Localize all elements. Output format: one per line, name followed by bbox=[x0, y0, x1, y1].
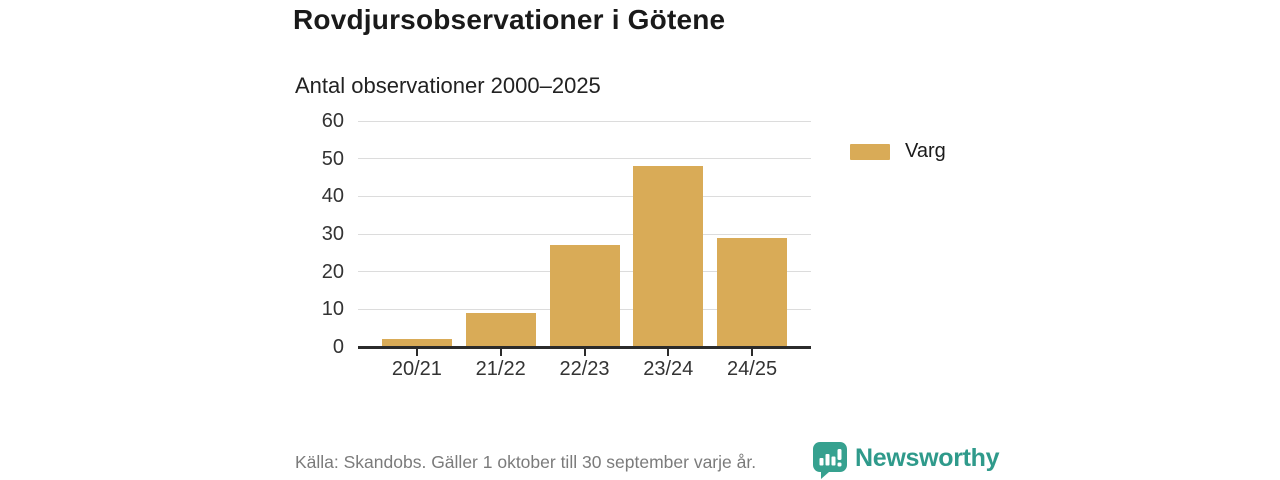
x-axis-tick bbox=[751, 348, 754, 356]
y-axis-tick-label: 40 bbox=[321, 185, 344, 208]
chart-subtitle: Antal observationer 2000–2025 bbox=[295, 73, 601, 98]
source-attribution: Källa: Skandobs. Gäller 1 oktober till 3… bbox=[295, 452, 757, 472]
bar-21/22 bbox=[465, 313, 536, 347]
y-axis-tick-label: 20 bbox=[321, 260, 344, 283]
x-axis-tick bbox=[667, 348, 670, 356]
chart-title: Rovdjursobservationer i Götene bbox=[293, 4, 726, 35]
legend-label-varg: Varg bbox=[905, 140, 946, 162]
y-axis-tick-label: 0 bbox=[332, 336, 344, 358]
x-axis-tick-label: 21/22 bbox=[475, 358, 526, 380]
y-axis-tick-label: 30 bbox=[321, 223, 344, 245]
bar-23/24 bbox=[633, 166, 704, 347]
x-axis-tick-label: 22/23 bbox=[559, 358, 610, 380]
gridline-y-30 bbox=[358, 233, 811, 235]
y-axis-tick-label: 50 bbox=[321, 147, 344, 170]
gridline-y-60 bbox=[358, 120, 811, 122]
y-axis-tick-label: 10 bbox=[321, 298, 344, 321]
x-axis-tick-label: 24/25 bbox=[727, 358, 778, 380]
newsworthy-brand: Newsworthy bbox=[812, 441, 1000, 479]
gridline-y-40 bbox=[358, 195, 811, 197]
legend: Varg bbox=[850, 140, 946, 163]
x-axis-tick-label: 20/21 bbox=[391, 358, 442, 380]
x-axis-tick bbox=[499, 348, 502, 356]
bar-20/21 bbox=[381, 339, 452, 347]
x-axis-tick bbox=[415, 348, 418, 356]
bar-22/23 bbox=[549, 245, 620, 347]
legend-swatch-varg bbox=[850, 143, 890, 160]
y-axis-tick-label: 60 bbox=[321, 110, 344, 132]
newsworthy-wordmark: Newsworthy bbox=[855, 443, 1000, 472]
x-axis-tick bbox=[583, 348, 586, 356]
x-axis-line bbox=[358, 346, 811, 349]
bar-24/25 bbox=[717, 237, 788, 347]
bar-chart-speech-bubble-icon bbox=[813, 442, 847, 479]
x-axis-tick-label: 23/24 bbox=[643, 358, 694, 380]
gridline-y-50 bbox=[358, 158, 811, 160]
